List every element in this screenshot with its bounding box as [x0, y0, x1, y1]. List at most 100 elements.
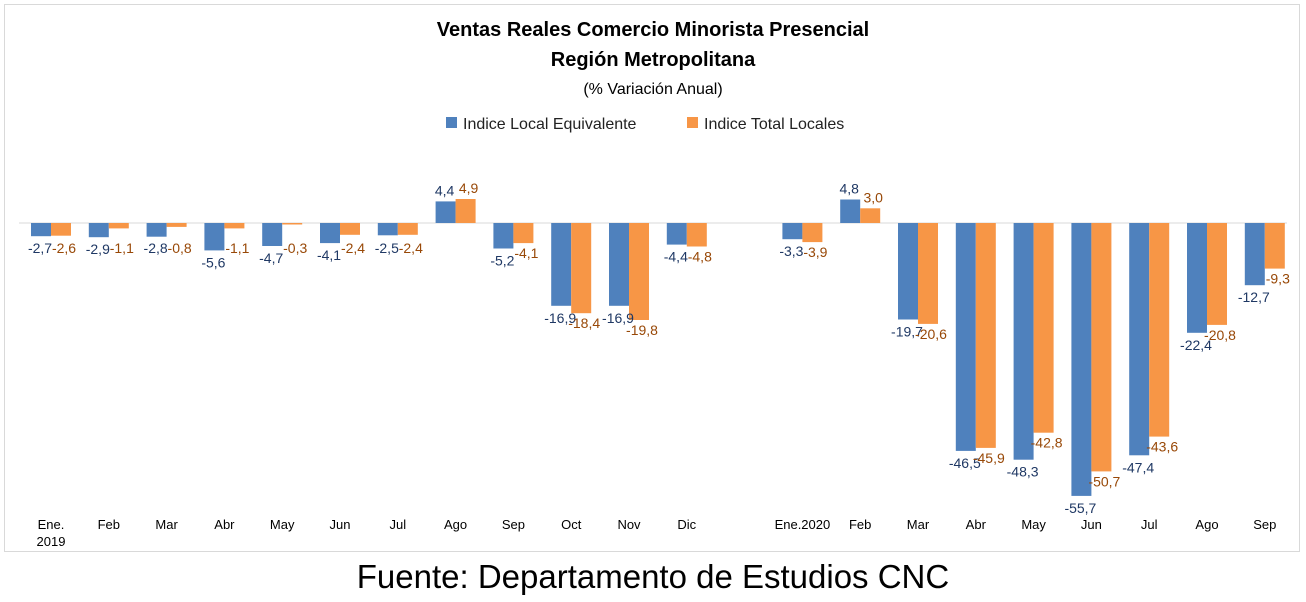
x-tick-label-7: Ago [444, 517, 467, 532]
bar-series2-10 [629, 223, 649, 320]
chart-title-line2: Región Metropolitana [551, 49, 756, 71]
data-label-series2-18: -50,7 [1088, 473, 1120, 489]
bar-series1-6 [377, 223, 398, 236]
data-label-series1-0: -2,7 [28, 240, 52, 256]
legend-swatch-indice-local-equivalente [446, 117, 457, 128]
data-label-series1-3: -5,6 [201, 254, 225, 270]
x-tick-label-18: Jun [1081, 517, 1102, 532]
x-tick-label-8: Sep [502, 517, 525, 532]
data-label-series2-17: -42,8 [1031, 435, 1063, 451]
x-tick-label-4: May [270, 517, 295, 532]
data-label-series1-19: -47,4 [1122, 459, 1154, 475]
legend-label-indice-local-equivalente: Indice Local Equivalente [463, 116, 637, 133]
data-label-series2-19: -43,6 [1146, 439, 1178, 455]
data-label-series2-20: -20,8 [1204, 327, 1236, 343]
legend-label-indice-total-locales: Indice Total Locales [704, 116, 844, 133]
bar-series1-17 [1013, 223, 1034, 460]
bar-series2-3 [224, 223, 245, 229]
bar-series2-17 [1033, 223, 1054, 433]
bar-series1-18 [1071, 223, 1092, 496]
data-label-series1-16: -46,5 [949, 455, 981, 471]
bar-series1-2 [146, 223, 167, 237]
data-label-series2-21: -9,3 [1266, 271, 1290, 287]
x-tick-label-3: Abr [214, 517, 235, 532]
bar-series2-7 [455, 199, 476, 223]
x-tick-label-2: Mar [155, 517, 178, 532]
data-label-series2-16: -45,9 [973, 450, 1005, 466]
data-label-series2-4: -0,3 [283, 240, 307, 256]
source-note: Fuente: Departamento de Estudios CNC [356, 558, 950, 595]
data-label-series1-2: -2,8 [144, 240, 168, 256]
data-label-series1-20: -22,4 [1180, 337, 1212, 353]
data-label-series2-6: -2,4 [399, 240, 423, 256]
bar-series1-4 [262, 223, 283, 246]
bar-series1-5 [320, 223, 340, 244]
data-label-series2-1: -1,1 [110, 240, 134, 256]
chart-subtitle: (% Variación Anual) [583, 81, 722, 98]
data-label-series1-17: -48,3 [1007, 464, 1039, 480]
data-labels-layer: -2,7 -2,6 -2,9 -1,1 -2,8 -0,8-5,6-1,1-4,7-0,3… [28, 180, 1290, 516]
bar-series1-10 [609, 223, 629, 306]
x-tick-label-11: Dic [677, 517, 696, 532]
x-tick-label-0: Ene. [38, 517, 65, 532]
x-tick-label-15: Mar [907, 517, 930, 532]
bar-series2-21 [1264, 223, 1285, 269]
x-tick-label-9: Oct [561, 517, 582, 532]
data-label-series1-8: -5,2 [490, 253, 514, 269]
x-tick-label-0-line2: 2019 [37, 534, 66, 549]
data-label-series1-7: 4,4 [435, 182, 455, 198]
x-tick-labels-layer: Ene. 2019 Feb Mar Abr May Jun Jul Ago Sep Oct Nov Di… [37, 517, 1277, 549]
x-tick-label-13: Ene.2020 [775, 517, 831, 532]
bar-series1-13 [782, 223, 803, 240]
data-label-series1-6: -2,5 [375, 240, 399, 256]
data-label-series2-14: 3,0 [863, 189, 883, 205]
data-label-series1-18: -55,7 [1064, 500, 1096, 516]
x-tick-label-16: Abr [966, 517, 987, 532]
bar-series2-8 [513, 223, 534, 244]
data-label-series2-10: -19,8 [626, 322, 658, 338]
chart-svg: Ventas Reales Comercio Minorista Presenc… [19, 19, 1290, 549]
bar-series1-14 [840, 199, 861, 223]
data-label-series2-8: -4,1 [514, 245, 538, 261]
data-label-series1-5: -4,1 [317, 247, 341, 263]
bar-series2-18 [1091, 223, 1112, 472]
bar-series2-4 [282, 223, 303, 225]
bar-series2-19 [1149, 223, 1170, 437]
bar-series2-9 [571, 223, 592, 314]
bar-series1-0 [31, 223, 51, 237]
data-label-series2-11: -4,8 [688, 249, 712, 265]
chart-title: Ventas Reales Comercio Minorista Presenc… [437, 19, 869, 41]
data-label-series1-1: -2,9 [86, 241, 110, 257]
x-tick-label-20: Ago [1195, 517, 1218, 532]
data-label-series2-5: -2,4 [341, 240, 365, 256]
x-tick-label-5: Jun [330, 517, 351, 532]
data-label-series1-11: -4,4 [664, 249, 688, 265]
data-label-series2-7: 4,9 [459, 180, 479, 196]
x-tick-label-14: Feb [849, 517, 871, 532]
bar-series1-1 [88, 223, 109, 238]
x-tick-label-19: Jul [1141, 517, 1158, 532]
chart-frame: Ventas Reales Comercio Minorista Presenc… [4, 4, 1300, 552]
x-tick-label-21: Sep [1253, 517, 1276, 532]
bars-layer [31, 199, 1285, 496]
bar-series1-15 [898, 223, 918, 320]
data-label-series2-15: -20,6 [915, 326, 947, 342]
bar-series2-16 [975, 223, 996, 448]
bar-series1-8 [493, 223, 514, 249]
data-label-series2-2: -0,8 [168, 240, 192, 256]
x-tick-label-6: Jul [389, 517, 406, 532]
x-tick-label-17: May [1021, 517, 1046, 532]
data-label-series2-0: -2,6 [52, 240, 76, 256]
bar-series2-2 [166, 223, 187, 227]
data-label-series1-4: -4,7 [259, 250, 283, 266]
bar-series2-15 [918, 223, 938, 324]
bar-series2-6 [397, 223, 418, 235]
bar-series2-11 [686, 223, 707, 247]
bar-series1-7 [435, 201, 456, 223]
data-label-series1-13: -3,3 [779, 243, 803, 259]
bar-series1-19 [1129, 223, 1150, 456]
data-label-series1-9: -16,9 [544, 310, 576, 326]
bar-series1-16 [955, 223, 976, 451]
bar-series1-11 [666, 223, 687, 245]
data-label-series2-13: -3,9 [803, 244, 827, 260]
